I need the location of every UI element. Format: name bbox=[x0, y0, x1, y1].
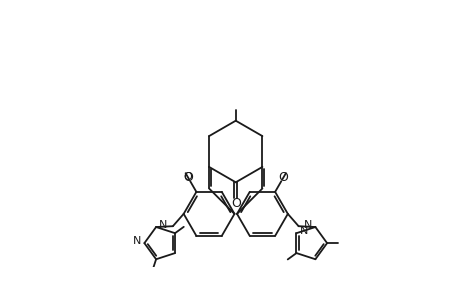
Text: O: O bbox=[278, 171, 288, 184]
Text: O: O bbox=[183, 172, 191, 182]
Text: O: O bbox=[183, 171, 192, 184]
Text: N: N bbox=[133, 236, 141, 246]
Text: N: N bbox=[299, 226, 307, 236]
Text: O: O bbox=[230, 196, 240, 210]
Text: N: N bbox=[159, 220, 167, 230]
Text: N: N bbox=[303, 220, 312, 230]
